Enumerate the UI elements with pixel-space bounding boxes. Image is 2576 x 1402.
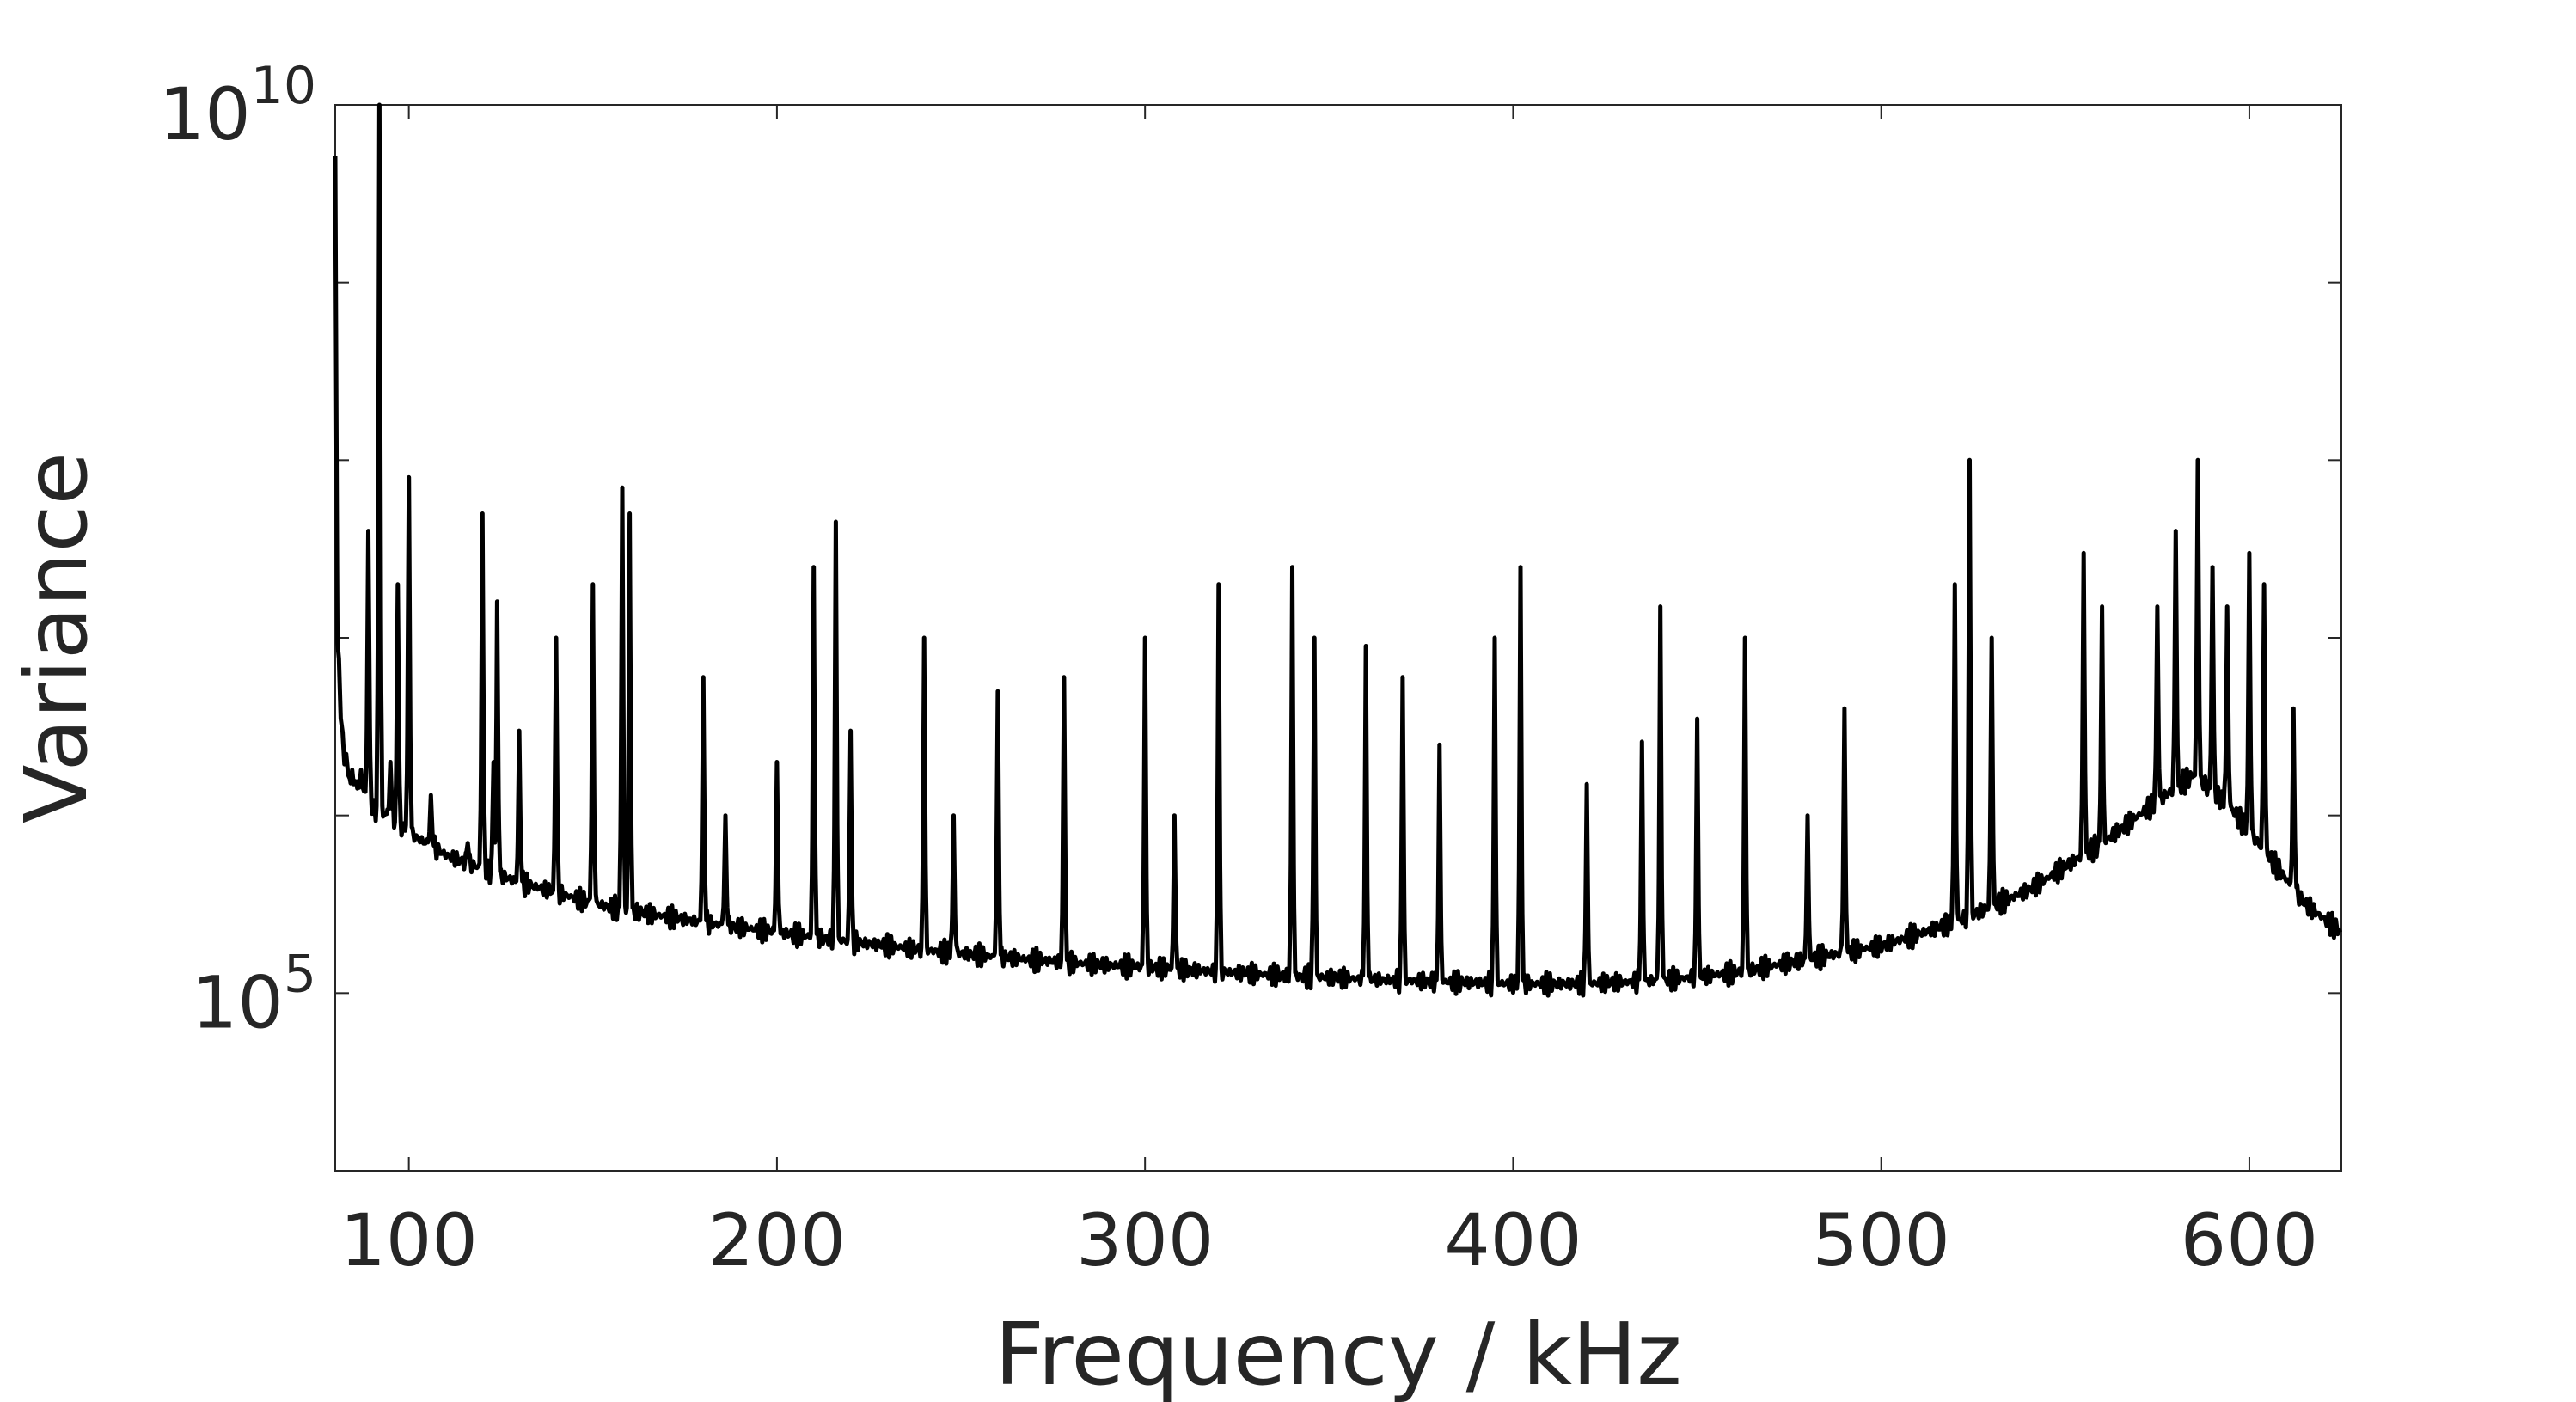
y-tick-label-exponent: 10 xyxy=(251,56,316,116)
x-tick-label: 500 xyxy=(1813,1198,1950,1283)
x-axis-label: Frequency / kHz xyxy=(994,1304,1681,1402)
plot-background xyxy=(335,105,2341,1171)
x-tick-label: 200 xyxy=(708,1198,846,1283)
x-tick-label: 400 xyxy=(1444,1198,1582,1283)
y-tick-label: 1010 xyxy=(159,56,316,156)
x-tick-label: 600 xyxy=(2181,1198,2318,1283)
y-tick-label-exponent: 5 xyxy=(284,944,316,1004)
x-tick-label: 300 xyxy=(1076,1198,1214,1283)
y-tick-label-base: 10 xyxy=(192,960,284,1044)
x-tick-label: 100 xyxy=(340,1198,477,1283)
y-tick-label-base: 10 xyxy=(159,72,251,156)
y-axis-label: Variance xyxy=(6,452,107,823)
x-axis-ticks: 100 200 300 400 500 600 xyxy=(340,105,2318,1283)
y-tick-label: 105 xyxy=(192,944,316,1044)
variance-series-line xyxy=(333,102,2342,998)
